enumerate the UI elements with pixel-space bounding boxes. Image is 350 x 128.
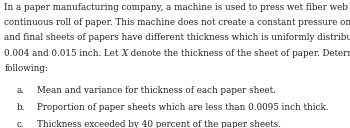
Text: continuous roll of paper. This machine does not create a constant pressure on we: continuous roll of paper. This machine d… xyxy=(4,18,350,27)
Text: b.: b. xyxy=(17,103,25,112)
Text: a.: a. xyxy=(17,86,25,95)
Text: c.: c. xyxy=(17,120,25,128)
Text: Mean and variance for thickness of each paper sheet.: Mean and variance for thickness of each … xyxy=(37,86,276,95)
Text: following:: following: xyxy=(4,64,48,73)
Text: 0.004 and 0.015 inch. Let: 0.004 and 0.015 inch. Let xyxy=(4,49,121,57)
Text: denote the thickness of the sheet of paper. Determine the: denote the thickness of the sheet of pap… xyxy=(127,49,350,57)
Text: and final sheets of papers have different thickness which is uniformly distribut: and final sheets of papers have differen… xyxy=(4,33,350,42)
Text: In a paper manufacturing company, a machine is used to press wet fiber web into : In a paper manufacturing company, a mach… xyxy=(4,3,350,12)
Text: Thickness exceeded by 40 percent of the paper sheets.: Thickness exceeded by 40 percent of the … xyxy=(37,120,281,128)
Text: X: X xyxy=(121,49,127,57)
Text: Proportion of paper sheets which are less than 0.0095 inch thick.: Proportion of paper sheets which are les… xyxy=(37,103,328,112)
